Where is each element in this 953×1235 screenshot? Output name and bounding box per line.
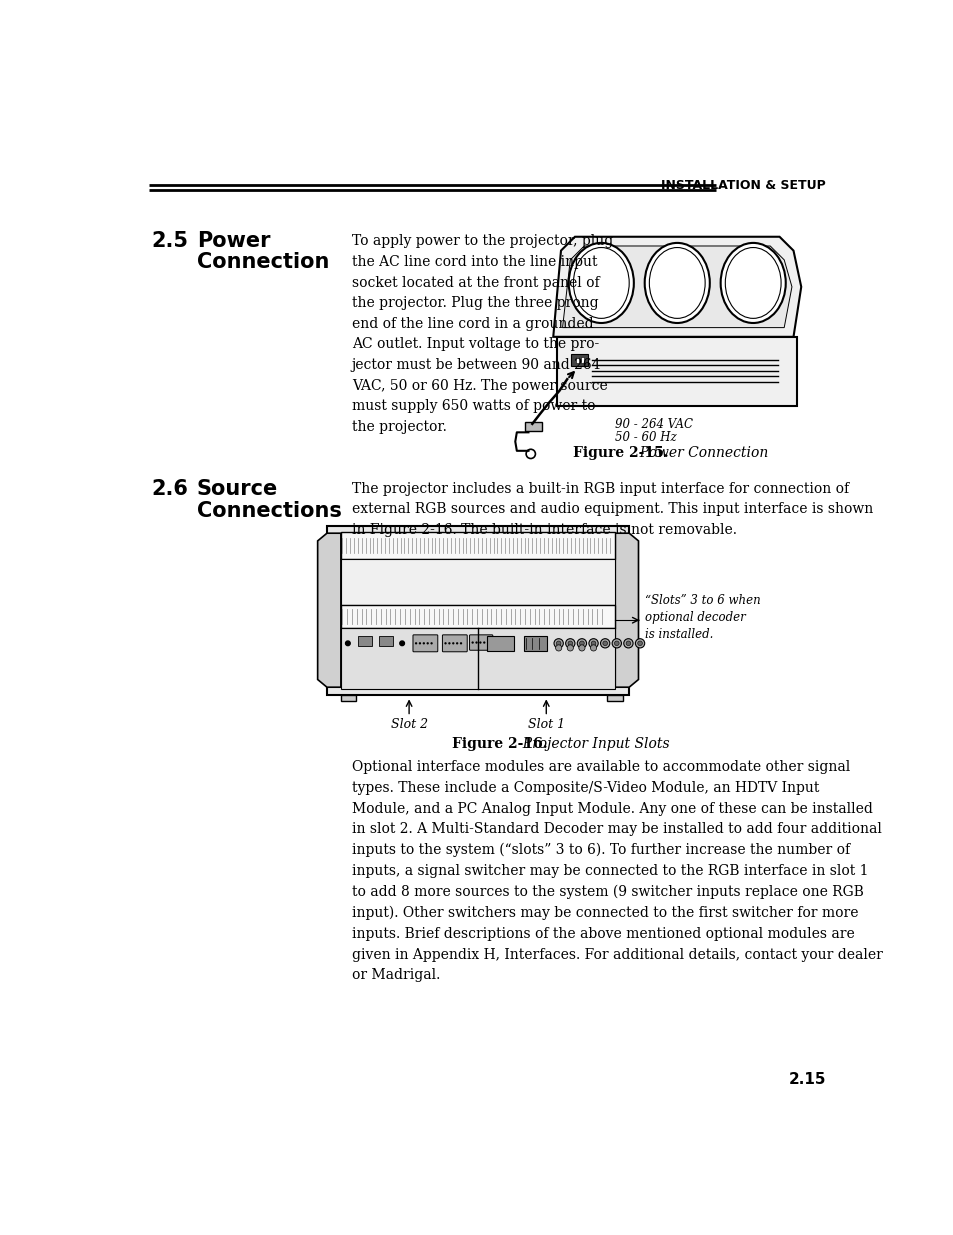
- Circle shape: [475, 641, 477, 643]
- Bar: [571, 353, 587, 366]
- Text: 2.15: 2.15: [788, 1072, 825, 1087]
- Polygon shape: [562, 246, 791, 327]
- Circle shape: [456, 642, 457, 645]
- Circle shape: [635, 638, 644, 648]
- Circle shape: [623, 638, 633, 648]
- Bar: [340, 605, 615, 627]
- Circle shape: [625, 641, 630, 646]
- Text: Power Connection: Power Connection: [630, 446, 767, 461]
- Circle shape: [567, 645, 573, 651]
- Circle shape: [588, 638, 598, 648]
- Ellipse shape: [720, 243, 785, 324]
- Circle shape: [577, 638, 586, 648]
- Bar: [340, 627, 615, 689]
- Text: “Slots” 3 to 6 when
optional decoder
is installed.: “Slots” 3 to 6 when optional decoder is …: [644, 594, 760, 641]
- Bar: [575, 357, 578, 363]
- Circle shape: [415, 642, 416, 645]
- Text: Power: Power: [196, 231, 270, 252]
- Text: Optional interface modules are available to accommodate other signal
types. Thes: Optional interface modules are available…: [352, 761, 882, 982]
- Circle shape: [452, 642, 454, 645]
- Ellipse shape: [568, 243, 633, 324]
- Bar: [523, 636, 546, 651]
- Circle shape: [459, 642, 461, 645]
- Bar: [327, 526, 629, 695]
- Text: Projector Input Slots: Projector Input Slots: [514, 737, 669, 751]
- Text: To apply power to the projector, plug
the AC line cord into the line input
socke: To apply power to the projector, plug th…: [352, 235, 613, 433]
- Circle shape: [602, 641, 607, 646]
- Text: Connections: Connections: [196, 501, 341, 521]
- Text: 50 - 60 Hz: 50 - 60 Hz: [615, 431, 677, 443]
- Text: Source: Source: [196, 479, 277, 499]
- FancyBboxPatch shape: [442, 635, 467, 652]
- Circle shape: [478, 641, 481, 643]
- Polygon shape: [317, 534, 340, 687]
- Bar: [340, 531, 615, 558]
- Polygon shape: [553, 237, 801, 337]
- Circle shape: [448, 642, 450, 645]
- Text: The projector includes a built-in RGB input interface for connection of
external: The projector includes a built-in RGB in…: [352, 482, 872, 537]
- Bar: [340, 695, 356, 701]
- Circle shape: [590, 645, 596, 651]
- Circle shape: [612, 638, 620, 648]
- Circle shape: [418, 642, 420, 645]
- Text: 2.6: 2.6: [152, 479, 189, 499]
- Text: Connection: Connection: [196, 252, 329, 272]
- Circle shape: [567, 641, 572, 646]
- Bar: [340, 558, 615, 605]
- Ellipse shape: [644, 243, 709, 324]
- Circle shape: [399, 641, 404, 646]
- Bar: [557, 337, 797, 406]
- Circle shape: [614, 641, 618, 646]
- Circle shape: [345, 641, 350, 646]
- Bar: [580, 357, 583, 363]
- Circle shape: [565, 638, 575, 648]
- Text: Slot 2: Slot 2: [390, 718, 427, 731]
- Text: Figure 2-16.: Figure 2-16.: [452, 737, 548, 751]
- Circle shape: [426, 642, 429, 645]
- Circle shape: [486, 641, 489, 643]
- Circle shape: [591, 641, 596, 646]
- Bar: [487, 636, 514, 651]
- Circle shape: [444, 642, 446, 645]
- FancyBboxPatch shape: [413, 635, 437, 652]
- Bar: [524, 421, 541, 431]
- Circle shape: [554, 638, 562, 648]
- Polygon shape: [615, 534, 638, 687]
- Circle shape: [555, 645, 561, 651]
- Text: INSTALLATION & SETUP: INSTALLATION & SETUP: [660, 179, 825, 193]
- Circle shape: [579, 641, 583, 646]
- Circle shape: [556, 641, 560, 646]
- Circle shape: [482, 641, 485, 643]
- Bar: [607, 695, 622, 701]
- Circle shape: [430, 642, 433, 645]
- Text: Slot 1: Slot 1: [527, 718, 564, 731]
- Text: 2.5: 2.5: [152, 231, 189, 252]
- Circle shape: [578, 645, 584, 651]
- Text: Figure 2-15.: Figure 2-15.: [572, 446, 667, 461]
- Circle shape: [422, 642, 424, 645]
- FancyBboxPatch shape: [469, 635, 493, 651]
- Circle shape: [637, 641, 641, 646]
- Bar: [357, 636, 372, 646]
- Circle shape: [471, 641, 474, 643]
- Bar: [378, 636, 393, 646]
- Circle shape: [599, 638, 609, 648]
- Text: 90 - 264 VAC: 90 - 264 VAC: [615, 417, 693, 431]
